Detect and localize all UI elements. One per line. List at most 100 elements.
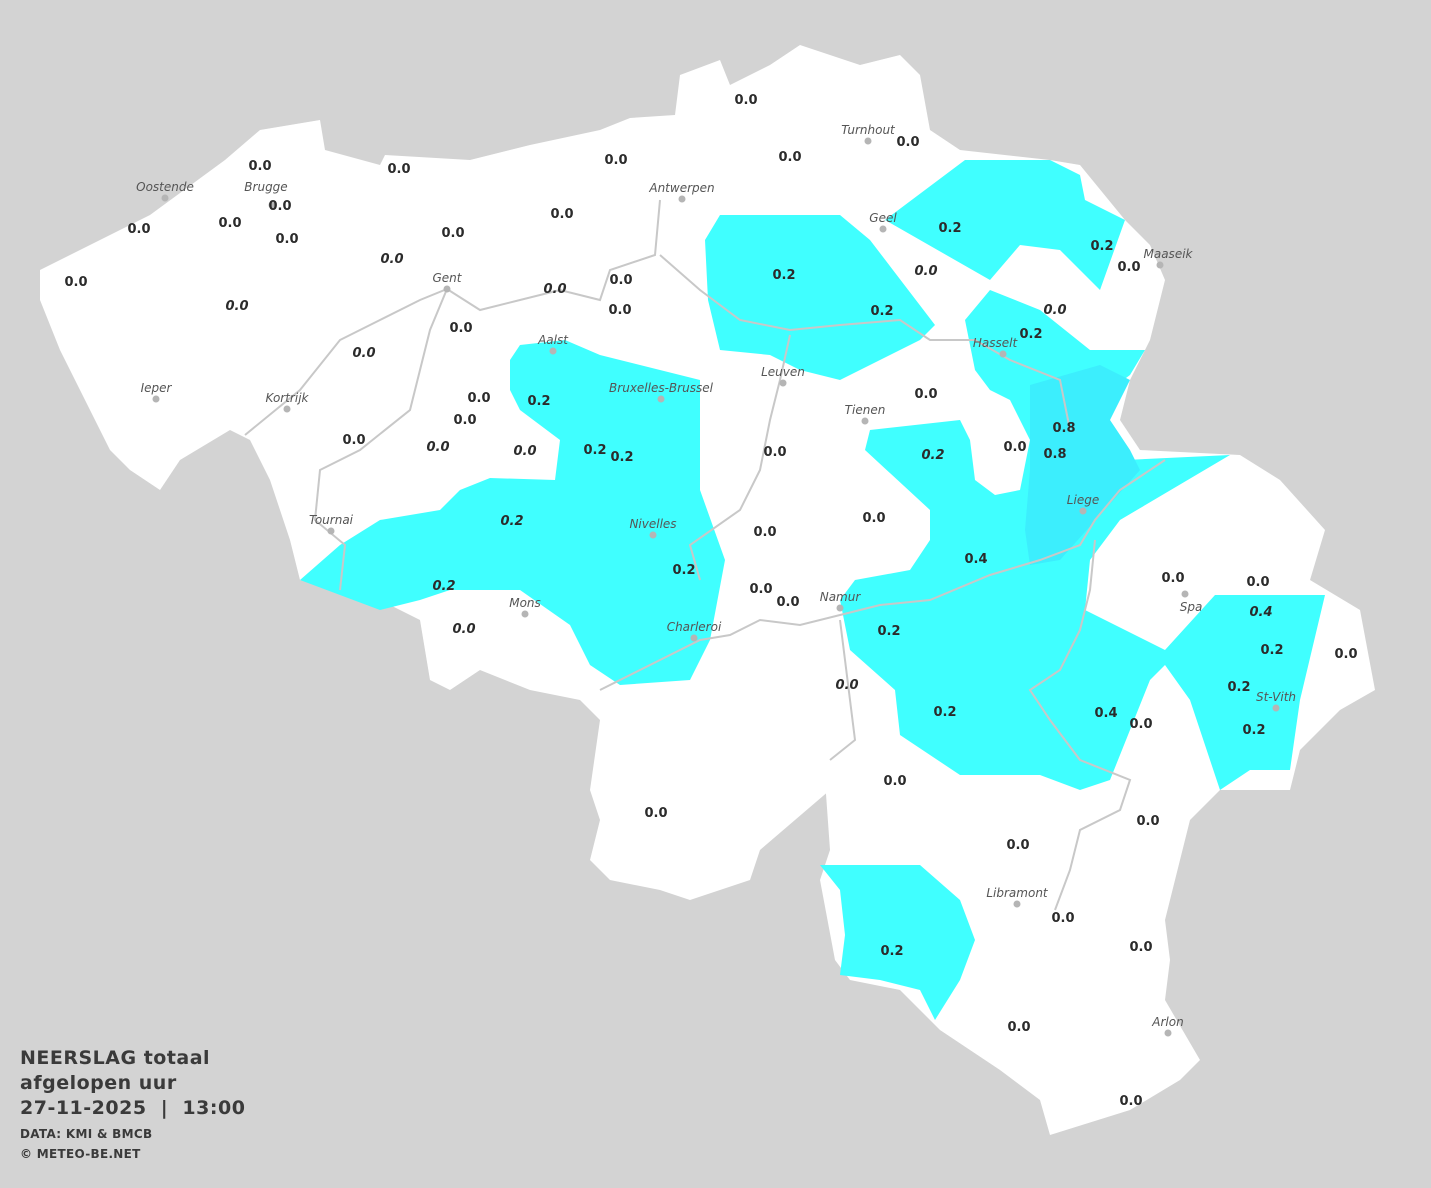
city-dot [864,137,872,145]
precip-value: 0.0 [778,150,801,165]
city-label: Tienen [845,403,886,417]
precip-value: 0.2 [527,394,550,409]
precip-value: 0.0 [449,321,472,336]
precip-value: 0.2 [583,443,606,458]
precip-value: 0.2 [870,304,893,319]
river-lesse [829,619,857,761]
city-label: Aalst [537,333,569,347]
precip-value: 0.0 [776,595,799,610]
precip-value: 0.0 [1246,575,1269,590]
precip-value: 0.2 [877,624,900,639]
precip-value: 0.0 [644,806,667,821]
city-label: Mons [509,596,541,610]
precip-value: 0.4 [1094,706,1117,721]
precip-value: 0.0 [248,159,271,174]
precip-value: 0.0 [883,774,906,789]
legend-title: NEERSLAG totaal [20,1047,211,1069]
city-dot [1079,507,1087,515]
precip-value: 0.0 [734,93,757,108]
precip-value: 0.0 [64,275,87,290]
precip-value: 0.0 [513,444,536,459]
city-dot [327,527,335,535]
city-dot [649,531,657,539]
city-label: Charleroi [667,620,722,634]
city-label: Liege [1067,493,1099,507]
city-label: Hasselt [973,336,1019,350]
precip-value: 0.2 [1019,327,1042,342]
precip-value: 0.0 [387,162,410,177]
legend-subtitle: afgelopen uur [20,1072,177,1094]
precip-value: 0.0 [914,387,937,402]
city-dot [690,634,698,642]
city-dot [152,395,160,403]
precip-value: 0.2 [1260,643,1283,658]
precip-value: 0.0 [452,622,475,637]
precip-value: 0.0 [914,264,937,279]
city-dot [1164,1029,1172,1037]
river-ourthe [1028,539,1132,911]
city-dot [861,417,869,425]
city-label: Tournai [309,513,354,527]
precip-value: 0.0 [550,207,573,222]
city-dot [879,225,887,233]
precip-value: 0.0 [453,413,476,428]
precip-value: 0.2 [880,944,903,959]
precip-value: 0.0 [380,252,403,267]
city-dot [283,405,291,413]
precip-value: 0.0 [1043,303,1066,318]
city-dot [836,604,844,612]
city-label: Namur [820,590,862,604]
precip-value: 0.0 [441,226,464,241]
precip-value: 0.0 [268,199,291,214]
precip-value: 0.2 [933,705,956,720]
city-dot [1181,590,1189,598]
city-dot [1272,704,1280,712]
precip-value: 0.8 [1052,421,1075,436]
city-label: Leuven [761,365,805,379]
city-label: Geel [869,211,897,225]
precip-value: 0.2 [1227,680,1250,695]
city-dot [268,201,276,209]
city-label: Maaseik [1144,247,1194,261]
precip-value: 0.0 [1119,1094,1142,1109]
city-label: Antwerpen [648,181,714,195]
precip-value: 0.2 [1242,723,1265,738]
precip-value: 0.0 [467,391,490,406]
city-label: Arlon [1151,1015,1183,1029]
precip-value: 0.0 [763,445,786,460]
city-label: Brugge [244,180,287,194]
city-dot [779,379,787,387]
precip-value: 0.2 [1090,239,1113,254]
city-markers: Oostende Brugge Antwerpen Turnhout Geel Maase… [136,123,1296,1037]
precip-area-geel-maaseik [885,160,1125,290]
precip-value: 0.0 [1003,440,1026,455]
city-dot [678,195,686,203]
precip-value: 0.0 [862,511,885,526]
precip-value: 0.8 [1043,447,1066,462]
legend-datetime: 27-11-2025 | 13:00 [20,1097,246,1119]
city-dot [1013,900,1021,908]
precip-area-liege-heavy [1025,365,1140,565]
precip-value: 0.0 [352,346,375,361]
precip-value: 0.0 [426,440,449,455]
city-dot [657,395,665,403]
city-label: Spa [1180,600,1203,614]
legend-source: DATA: KMI & BMCB [20,1127,153,1141]
precip-value: 0.0 [1006,838,1029,853]
city-label: Ieper [141,381,173,395]
precip-value: 0.0 [127,222,150,237]
precipitation-values: 0.00.0 0.00.00.0 0.00.00.0 0.00.00.00.00.00… [64,93,1357,1109]
precip-area-west-brussels [300,340,725,685]
precip-value: 0.0 [1117,260,1140,275]
city-label: Nivelles [629,517,676,531]
precip-value: 0.2 [500,514,523,529]
precip-value: 0.0 [1051,911,1074,926]
city-label: Kortrijk [266,391,310,405]
precip-value: 0.0 [1129,940,1152,955]
precip-value: 0.2 [432,579,455,594]
precip-value: 0.0 [1334,647,1357,662]
precip-value: 0.2 [772,268,795,283]
precip-value: 0.0 [1129,717,1152,732]
precip-area-antwerp-leuven [705,215,935,380]
